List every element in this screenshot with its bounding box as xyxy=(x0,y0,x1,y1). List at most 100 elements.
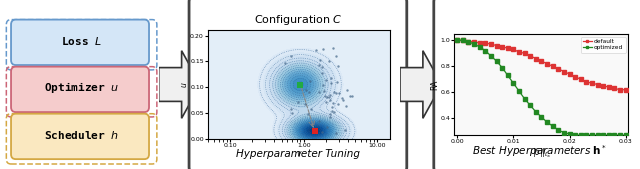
Point xyxy=(338,99,348,102)
Point xyxy=(330,111,340,113)
optimized xyxy=(487,55,495,57)
Point xyxy=(323,60,333,62)
default xyxy=(526,55,534,57)
Point xyxy=(332,91,342,94)
Point xyxy=(314,64,324,67)
default xyxy=(560,70,568,73)
FancyBboxPatch shape xyxy=(189,0,407,169)
Point xyxy=(321,79,331,82)
Text: Optimizer $\mathit{u}$: Optimizer $\mathit{u}$ xyxy=(44,80,120,95)
Point xyxy=(341,104,351,107)
default xyxy=(577,78,584,80)
optimized xyxy=(521,98,529,100)
default xyxy=(509,48,517,50)
Point xyxy=(328,91,339,94)
Point xyxy=(331,132,341,135)
optimized xyxy=(493,60,500,62)
Point xyxy=(321,125,332,128)
optimized xyxy=(453,39,461,41)
default xyxy=(481,42,489,44)
default xyxy=(476,42,483,44)
optimized xyxy=(572,134,579,136)
optimized xyxy=(538,116,545,118)
Point xyxy=(309,129,319,132)
Point xyxy=(340,129,351,132)
default xyxy=(499,46,506,48)
Polygon shape xyxy=(159,51,200,118)
FancyBboxPatch shape xyxy=(11,67,149,112)
Point xyxy=(321,101,332,103)
default xyxy=(470,41,478,43)
Point xyxy=(327,110,337,113)
default xyxy=(487,43,495,45)
Point xyxy=(320,95,330,98)
default xyxy=(459,39,467,41)
default xyxy=(588,82,596,84)
default xyxy=(572,76,579,78)
Text: Scheduler $\mathit{h}$: Scheduler $\mathit{h}$ xyxy=(44,129,119,141)
default xyxy=(453,39,461,41)
optimized xyxy=(582,134,590,136)
default xyxy=(504,47,511,49)
Point xyxy=(306,108,316,111)
Text: Best Hyperparameters $\mathbf{h}^*$: Best Hyperparameters $\mathbf{h}^*$ xyxy=(472,143,607,159)
optimized xyxy=(476,46,483,48)
Point xyxy=(332,102,342,105)
Point xyxy=(314,91,324,93)
default xyxy=(465,41,472,43)
Point xyxy=(325,94,335,97)
Point xyxy=(286,108,296,111)
Point xyxy=(317,66,327,68)
default xyxy=(582,81,590,83)
Point xyxy=(348,94,358,97)
Point xyxy=(322,96,332,99)
FancyBboxPatch shape xyxy=(11,20,149,65)
Point xyxy=(303,112,314,115)
Point xyxy=(287,111,297,114)
Point xyxy=(326,81,337,84)
Point xyxy=(318,47,328,50)
optimized xyxy=(616,134,624,136)
optimized xyxy=(566,133,573,135)
default xyxy=(605,86,612,88)
default xyxy=(543,63,551,65)
Line: default: default xyxy=(456,39,627,91)
default xyxy=(622,89,630,91)
Point xyxy=(332,80,342,83)
Point xyxy=(319,90,329,92)
Point xyxy=(325,98,335,101)
FancyBboxPatch shape xyxy=(11,114,149,159)
optimized xyxy=(560,132,568,134)
Text: Loss $\mathit{L}$: Loss $\mathit{L}$ xyxy=(61,35,102,47)
default xyxy=(616,89,624,91)
default xyxy=(566,73,573,75)
Point xyxy=(314,119,324,122)
optimized xyxy=(526,104,534,106)
optimized xyxy=(499,67,506,69)
Point xyxy=(317,84,328,86)
optimized xyxy=(543,121,551,123)
optimized xyxy=(549,125,557,127)
Point xyxy=(328,47,339,50)
optimized xyxy=(481,50,489,52)
optimized xyxy=(577,134,584,136)
X-axis label: $|\delta||_{\ell_\infty}$: $|\delta||_{\ell_\infty}$ xyxy=(532,146,551,159)
optimized xyxy=(515,90,523,92)
optimized xyxy=(594,134,602,136)
optimized xyxy=(588,134,596,136)
Point xyxy=(324,116,335,118)
optimized xyxy=(504,74,511,76)
default xyxy=(532,57,540,59)
Text: Hyperparameter Tuning: Hyperparameter Tuning xyxy=(236,149,360,159)
Legend: default, optimized: default, optimized xyxy=(580,37,625,53)
Point xyxy=(337,97,347,100)
default xyxy=(493,44,500,46)
Point xyxy=(310,48,321,51)
Point xyxy=(324,96,334,98)
optimized xyxy=(622,134,630,136)
optimized xyxy=(554,129,562,131)
optimized xyxy=(470,43,478,45)
X-axis label: $v$: $v$ xyxy=(296,149,303,158)
Point xyxy=(300,103,310,105)
Point xyxy=(325,76,335,79)
